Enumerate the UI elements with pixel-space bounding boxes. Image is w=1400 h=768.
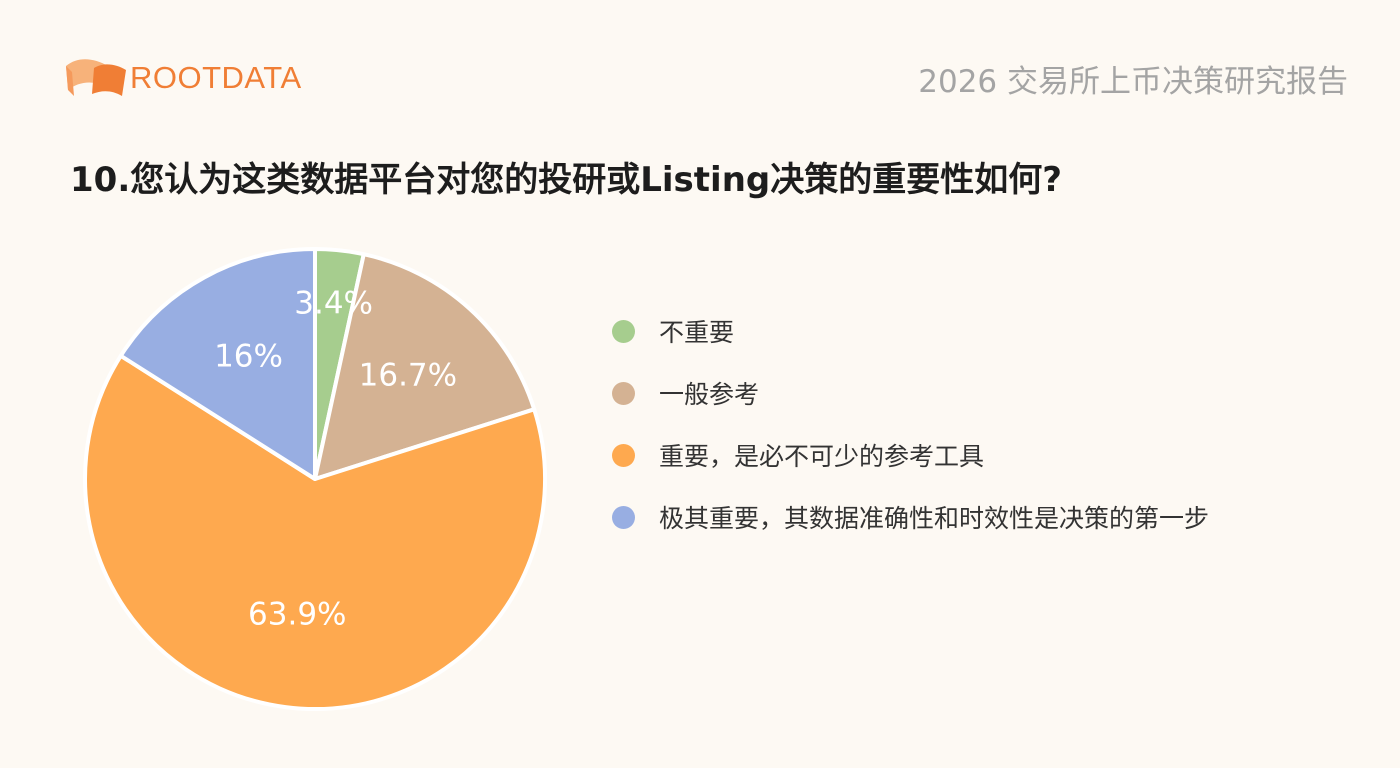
legend-item-general-reference: 一般参考	[612, 362, 1209, 424]
legend-label-general-reference: 一般参考	[659, 380, 760, 409]
question-title: 10.您认为这类数据平台对您的投研或Listing决策的重要性如何?	[70, 160, 1062, 200]
legend-label-not-important: 不重要	[659, 318, 735, 347]
legend-item-extremely-important: 极其重要，其数据准确性和时效性是决策的第一步	[612, 486, 1209, 548]
legend-swatch-important	[612, 443, 635, 467]
pie-label-extremely-important: 16%	[214, 339, 283, 375]
legend-item-not-important: 不重要	[612, 300, 1209, 362]
rootdata-logo-mark-icon	[66, 59, 126, 96]
chart-legend: 不重要一般参考重要，是必不可少的参考工具极其重要，其数据准确性和时效性是决策的第…	[612, 300, 1209, 548]
legend-label-important: 重要，是必不可少的参考工具	[659, 442, 985, 471]
pie-chart: 3.4% 16.7% 63.9% 16%	[83, 247, 547, 711]
legend-label-extremely-important: 极其重要，其数据准确性和时效性是决策的第一步	[659, 504, 1210, 533]
pie-slice-important	[83, 353, 547, 711]
legend-item-important: 重要，是必不可少的参考工具	[612, 424, 1209, 486]
report-title: 2026 交易所上币决策研究报告	[918, 64, 1348, 100]
logo-text: ROOTDATA	[130, 59, 302, 95]
legend-swatch-general-reference	[612, 381, 635, 405]
pie-label-general-reference: 16.7%	[359, 357, 457, 393]
pie-label-not-important: 3.4%	[294, 286, 373, 322]
pie-label-important: 63.9%	[248, 596, 346, 632]
pie-slice-general-reference	[313, 252, 537, 481]
pie-slice-extremely-important	[118, 247, 317, 481]
legend-swatch-not-important	[612, 319, 635, 343]
rootdata-logo: ROOTDATA	[64, 52, 302, 102]
legend-swatch-extremely-important	[612, 505, 635, 529]
